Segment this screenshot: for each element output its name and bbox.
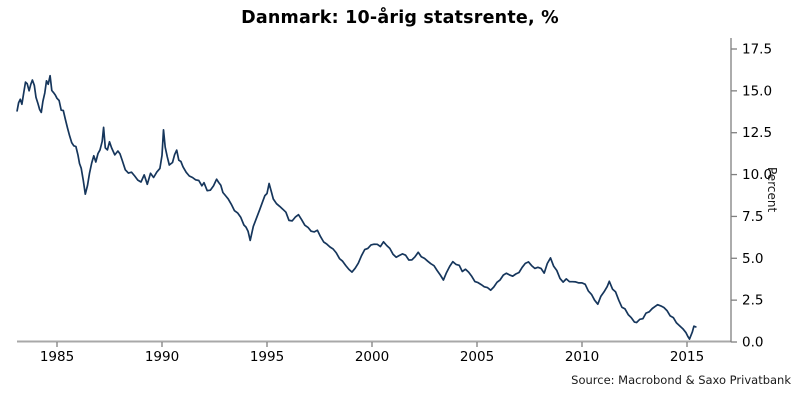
x-tick-label: 2010 [565,349,599,365]
x-tick-label: 2000 [355,349,389,365]
y-tick-label: 0.0 [742,335,763,351]
x-tick-label: 1985 [40,349,74,365]
x-tick-label: 1995 [250,349,284,365]
y-tick-label: 2.5 [742,293,763,309]
chart-title: Danmark: 10-årig statsrente, % [241,8,559,28]
y-tick-label: 10.0 [742,167,772,183]
y-tick-label: 12.5 [742,125,772,141]
source-note: Source: Macrobond & Saxo Privatbank [571,373,791,387]
y-tick-label: 15.0 [742,83,772,99]
x-tick-label: 2015 [670,349,704,365]
x-tick-label: 1990 [145,349,179,365]
y-axis-title: Percent [765,167,779,213]
y-tick-label: 5.0 [742,251,763,267]
yield-line [16,74,697,340]
x-tick-label: 2005 [460,349,494,365]
y-tick-label: 17.5 [742,41,772,57]
y-tick-label: 7.5 [742,209,763,225]
